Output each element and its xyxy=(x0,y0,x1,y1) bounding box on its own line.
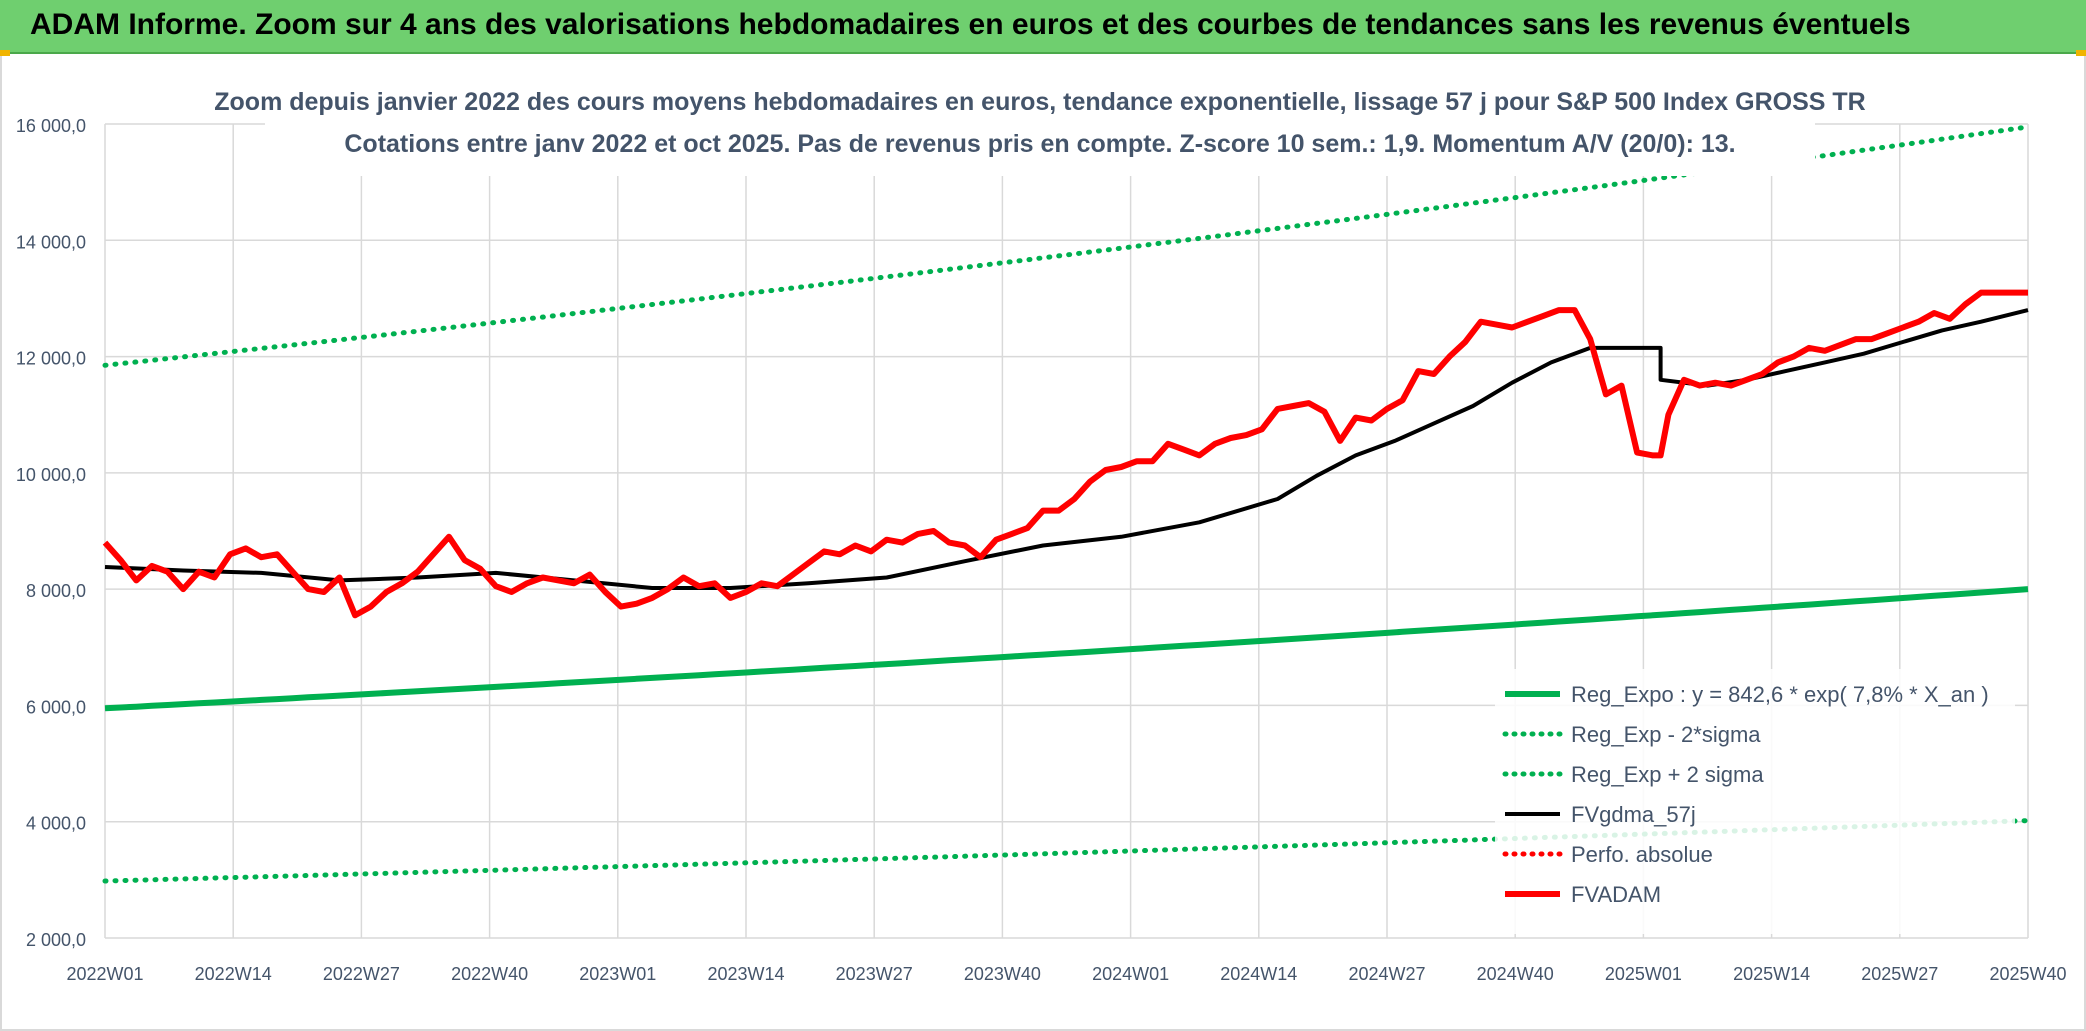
x-tick-label: 2023W27 xyxy=(836,964,913,984)
x-tick-label: 2024W14 xyxy=(1220,964,1297,984)
legend: Reg_Expo : y = 842,6 * exp( 7,8% * X_an … xyxy=(1495,669,2015,934)
corner-accent-left xyxy=(0,50,10,56)
reg-exp-plus-2sigma-line xyxy=(102,124,2031,368)
x-tick-label: 2025W40 xyxy=(1989,964,2066,984)
line-chart: 2 000,0 4 000,0 6 000,0 8 000,0 10 000,0 12 0… xyxy=(16,76,2067,984)
x-tick-label: 2022W27 xyxy=(323,964,400,984)
legend-label-plus_sigma: Reg_Exp + 2 sigma xyxy=(1571,762,1764,787)
y-tick-label: 10 000,0 xyxy=(16,465,86,485)
y-tick-label: 6 000,0 xyxy=(26,697,86,717)
y-axis-ticks: 2 000,0 4 000,0 6 000,0 8 000,0 10 000,0 12 0… xyxy=(16,116,86,950)
legend-label-perfo: Perfo. absolue xyxy=(1571,842,1713,867)
x-tick-label: 2025W01 xyxy=(1605,964,1682,984)
x-tick-label: 2022W40 xyxy=(451,964,528,984)
x-tick-label: 2024W40 xyxy=(1477,964,1554,984)
x-tick-label: 2023W14 xyxy=(707,964,784,984)
y-tick-label: 2 000,0 xyxy=(26,930,86,950)
y-tick-label: 16 000,0 xyxy=(16,116,86,136)
corner-accent-right xyxy=(2076,50,2086,56)
chart-title: Zoom depuis janvier 2022 des cours moyen… xyxy=(214,88,1865,116)
fvadam-line xyxy=(102,289,2028,619)
x-tick-label: 2024W27 xyxy=(1348,964,1425,984)
series-layer xyxy=(102,124,2031,884)
x-tick-label: 2024W01 xyxy=(1092,964,1169,984)
header-banner: ADAM Informe. Zoom sur 4 ans des valoris… xyxy=(0,0,2086,54)
y-tick-label: 8 000,0 xyxy=(26,581,86,601)
page-title: ADAM Informe. Zoom sur 4 ans des valoris… xyxy=(30,8,1911,41)
x-tick-label: 2022W01 xyxy=(66,964,143,984)
legend-label-fvgdma: FVgdma_57j xyxy=(1571,802,1696,827)
y-tick-label: 14 000,0 xyxy=(16,232,86,252)
legend-label-reg_expo: Reg_Expo : y = 842,6 * exp( 7,8% * X_an … xyxy=(1571,682,1989,707)
x-tick-label: 2022W14 xyxy=(195,964,272,984)
x-tick-label: 2025W14 xyxy=(1733,964,1810,984)
chart-subtitle: Cotations entre janv 2022 et oct 2025. P… xyxy=(344,130,1735,158)
title-backdrop xyxy=(265,76,1815,176)
x-tick-label: 2023W40 xyxy=(964,964,1041,984)
y-tick-label: 4 000,0 xyxy=(26,814,86,834)
legend-label-minus_sigma: Reg_Exp - 2*sigma xyxy=(1571,722,1761,747)
y-tick-label: 12 000,0 xyxy=(16,349,86,369)
x-tick-label: 2023W01 xyxy=(579,964,656,984)
legend-box xyxy=(1495,669,2015,934)
x-tick-label: 2025W27 xyxy=(1861,964,1938,984)
x-axis-ticks: 2022W01 2022W14 2022W27 2022W40 2023W01 2023W… xyxy=(66,964,2066,984)
reg-expo-line xyxy=(104,586,2029,712)
legend-label-fvadam: FVADAM xyxy=(1571,882,1661,907)
fvgdma-57j-line xyxy=(104,308,2029,590)
